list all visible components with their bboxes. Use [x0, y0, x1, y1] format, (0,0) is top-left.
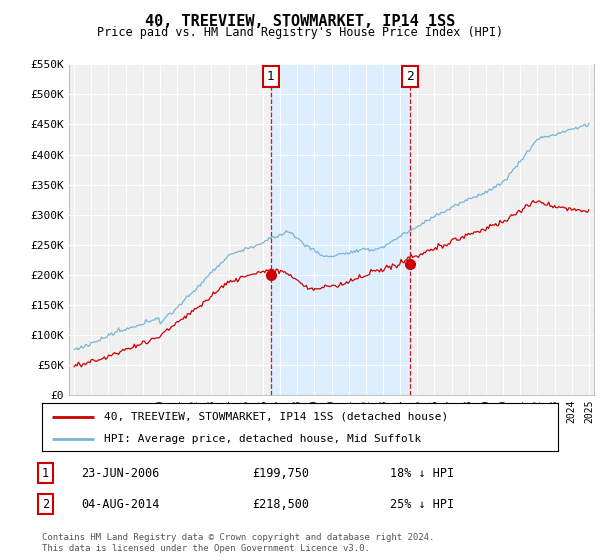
Text: HPI: Average price, detached house, Mid Suffolk: HPI: Average price, detached house, Mid …	[104, 434, 421, 444]
Text: £199,750: £199,750	[252, 466, 309, 480]
Bar	[271, 64, 410, 395]
Text: £218,500: £218,500	[252, 497, 309, 511]
Text: 2: 2	[406, 70, 414, 83]
Text: 2: 2	[42, 497, 49, 511]
Text: 04-AUG-2014: 04-AUG-2014	[81, 497, 160, 511]
Text: 23-JUN-2006: 23-JUN-2006	[81, 466, 160, 480]
Text: 40, TREEVIEW, STOWMARKET, IP14 1SS (detached house): 40, TREEVIEW, STOWMARKET, IP14 1SS (deta…	[104, 412, 448, 422]
Text: 1: 1	[267, 70, 275, 83]
Text: Contains HM Land Registry data © Crown copyright and database right 2024.
This d: Contains HM Land Registry data © Crown c…	[42, 533, 434, 553]
Text: Price paid vs. HM Land Registry's House Price Index (HPI): Price paid vs. HM Land Registry's House …	[97, 26, 503, 39]
Text: 40, TREEVIEW, STOWMARKET, IP14 1SS: 40, TREEVIEW, STOWMARKET, IP14 1SS	[145, 14, 455, 29]
Text: 25% ↓ HPI: 25% ↓ HPI	[390, 497, 454, 511]
Text: 18% ↓ HPI: 18% ↓ HPI	[390, 466, 454, 480]
Text: 1: 1	[42, 466, 49, 480]
